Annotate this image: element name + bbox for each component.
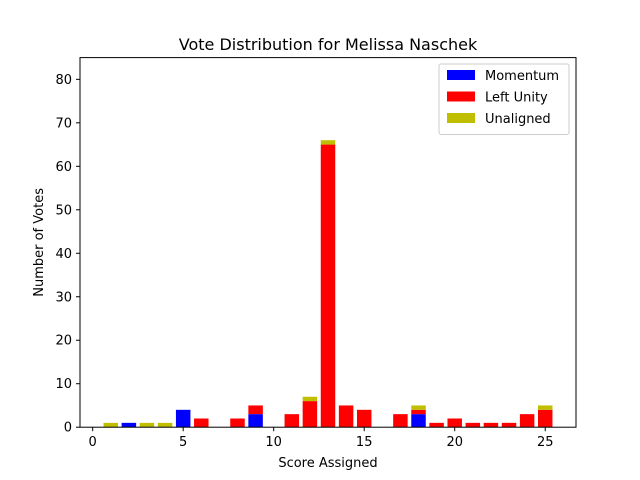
bar-left-unity-19 bbox=[429, 422, 444, 428]
y-tick-label: 0 bbox=[64, 421, 72, 436]
bar-momentum-5 bbox=[175, 409, 191, 428]
bar-left-unity-23 bbox=[501, 422, 517, 428]
y-tick-label: 10 bbox=[55, 377, 72, 392]
y-ticks: 0 10 20 30 40 50 60 70 80 bbox=[55, 73, 80, 436]
bar-left-unity-9 bbox=[248, 405, 263, 415]
legend-label-unaligned: Unaligned bbox=[485, 112, 551, 127]
y-axis-label: Number of Votes bbox=[32, 188, 47, 297]
bar-unaligned-13 bbox=[320, 140, 336, 145]
bar-left-unity-12 bbox=[302, 401, 318, 428]
legend-swatch-left-unity bbox=[447, 91, 475, 102]
bar-left-unity-22 bbox=[483, 422, 499, 428]
bar-left-unity-25 bbox=[537, 409, 553, 428]
bar-left-unity-18 bbox=[411, 409, 426, 415]
x-axis-label: Score Assigned bbox=[278, 456, 377, 471]
bar-left-unity-15 bbox=[356, 409, 372, 428]
plot-frame bbox=[79, 57, 577, 428]
bar-left-unity-11 bbox=[284, 414, 300, 428]
x-tick-label: 10 bbox=[265, 435, 282, 450]
legend-label-left-unity: Left Unity bbox=[485, 91, 548, 106]
bar-left-unity-24 bbox=[519, 414, 535, 428]
bar-left-unity-8 bbox=[230, 418, 245, 428]
bar-left-unity-14 bbox=[338, 405, 354, 428]
bar-momentum-2 bbox=[121, 422, 137, 428]
legend-label-momentum: Momentum bbox=[485, 69, 559, 84]
bar-left-unity-20 bbox=[447, 418, 462, 428]
x-tick-label: 20 bbox=[446, 435, 463, 450]
x-tick-label: 0 bbox=[89, 435, 97, 450]
bar-left-unity-21 bbox=[465, 422, 481, 428]
chart-title: Vote Distribution for Melissa Naschek bbox=[179, 35, 478, 54]
bar-momentum-9 bbox=[248, 414, 263, 428]
legend-swatch-momentum bbox=[447, 70, 475, 80]
x-tick-label: 5 bbox=[179, 435, 187, 450]
x-ticks: 0 5 10 15 20 25 bbox=[89, 427, 554, 450]
bars-group bbox=[103, 140, 553, 428]
y-tick-label: 50 bbox=[55, 203, 72, 218]
y-tick-label: 60 bbox=[55, 160, 72, 175]
bar-left-unity-6 bbox=[194, 418, 209, 428]
legend: Momentum Left Unity Unaligned bbox=[438, 63, 570, 135]
legend-swatch-unaligned bbox=[447, 113, 475, 123]
bar-unaligned-4 bbox=[157, 422, 173, 428]
bar-unaligned-3 bbox=[139, 422, 155, 428]
y-tick-label: 80 bbox=[55, 73, 72, 88]
bar-unaligned-12 bbox=[302, 396, 318, 402]
y-tick-label: 20 bbox=[55, 334, 72, 349]
x-tick-label: 25 bbox=[537, 435, 554, 450]
y-tick-label: 30 bbox=[55, 290, 72, 305]
y-tick-label: 70 bbox=[55, 116, 72, 131]
bar-left-unity-17 bbox=[393, 414, 408, 428]
bar-left-unity-13 bbox=[320, 144, 336, 428]
bar-unaligned-25 bbox=[537, 405, 553, 410]
bar-unaligned-18 bbox=[411, 405, 426, 410]
bar-momentum-18 bbox=[411, 414, 426, 428]
y-tick-label: 40 bbox=[55, 247, 72, 262]
x-tick-label: 15 bbox=[356, 435, 373, 450]
bar-unaligned-1 bbox=[103, 422, 119, 428]
